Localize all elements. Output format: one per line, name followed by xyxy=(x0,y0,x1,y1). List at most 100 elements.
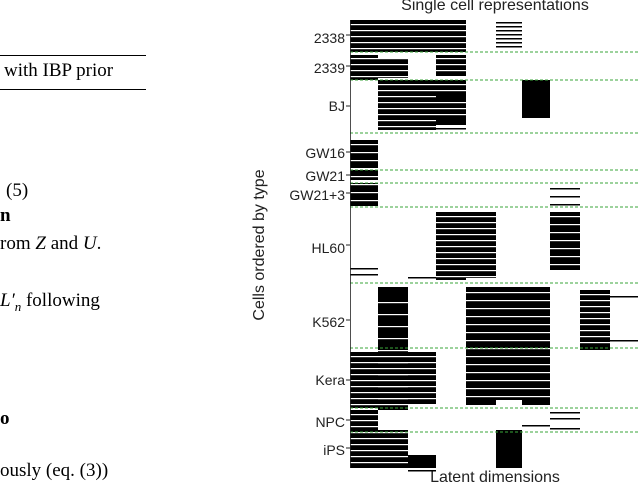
heatmap-stripe xyxy=(350,462,408,464)
heatmap-stripe xyxy=(436,216,496,218)
heatmap-stripe xyxy=(350,192,378,194)
heatmap-stripe xyxy=(350,152,378,154)
heatmap-stripe xyxy=(550,240,580,242)
cell-type-label-gw16: GW16 xyxy=(305,145,345,161)
heatmap-stripe xyxy=(580,294,610,296)
heatmap-block xyxy=(378,58,408,78)
heatmap-block xyxy=(580,290,610,350)
table-bottom-rule xyxy=(0,89,146,90)
heatmap-stripe xyxy=(580,312,610,314)
bold-fragment-1: n xyxy=(0,205,11,226)
cell-type-label-k562: K562 xyxy=(312,314,345,330)
heatmap-stripe xyxy=(378,84,496,86)
heatmap-stripe xyxy=(350,70,466,72)
cell-type-label-gw21-3: GW21+3 xyxy=(289,187,345,203)
heatmap-line xyxy=(550,418,580,420)
cell-type-label-gw21: GW21 xyxy=(305,168,345,184)
heatmap-stripe xyxy=(466,396,580,398)
heatmap-line xyxy=(436,104,466,106)
heatmap-stripe xyxy=(550,256,580,258)
heatmap-stripe xyxy=(350,64,466,66)
heatmap-stripe xyxy=(378,326,408,328)
table-caption-tail: with IBP prior xyxy=(4,60,114,81)
figure-x-axis-label: Latent dimensions xyxy=(430,469,560,486)
heatmap-stripe xyxy=(580,330,610,332)
heatmap-stripe xyxy=(550,84,580,86)
heatmap-stripe xyxy=(378,108,496,110)
heatmap-stripe xyxy=(580,342,610,344)
heatmap-stripe xyxy=(350,404,436,406)
heatmap-stripe xyxy=(580,324,610,326)
heatmap-stripe xyxy=(378,314,408,316)
heatmap-stripe xyxy=(350,30,466,32)
heatmap-line xyxy=(496,38,522,40)
heatmap-stripe xyxy=(436,258,496,260)
heatmap-stripe xyxy=(436,228,496,230)
heatmap-block xyxy=(408,455,436,468)
heatmap-stripe xyxy=(350,392,436,394)
cell-type-label-ips: iPS xyxy=(323,442,345,458)
heatmap-stripe xyxy=(350,362,436,364)
heatmap-stripe xyxy=(466,356,580,358)
heatmap-stripe xyxy=(436,246,496,248)
heatmap-line xyxy=(550,412,580,414)
heatmap-stripe xyxy=(436,222,496,224)
heatmap-line xyxy=(496,34,522,36)
paper-text-column: with IBP prior (5) n rom Z and U. L′n fo… xyxy=(0,0,250,488)
heatmap-stripe xyxy=(436,276,496,278)
heatmap-block xyxy=(496,287,522,400)
heatmap-line xyxy=(496,42,522,44)
heatmap-stripe xyxy=(350,456,408,458)
heatmap-line xyxy=(550,204,580,206)
heatmap-line xyxy=(408,277,436,279)
cell-type-label-kera: Kera xyxy=(315,372,345,388)
binary-heatmap xyxy=(346,20,638,472)
heatmap-stripe xyxy=(466,364,580,366)
heatmap-line xyxy=(496,22,522,24)
heatmap-stripe xyxy=(350,374,436,376)
heatmap-stripe xyxy=(580,306,610,308)
heatmap-stripe xyxy=(466,324,580,326)
heatmap-block xyxy=(466,287,496,405)
heatmap-stripe xyxy=(378,350,408,352)
heatmap-stripe xyxy=(350,36,466,38)
heatmap-block xyxy=(378,80,408,130)
heatmap-line xyxy=(550,428,580,430)
heatmap-stripe xyxy=(350,144,378,146)
heatmap-block xyxy=(466,212,496,278)
heatmap-stripe xyxy=(350,58,466,60)
heatmap-stripe xyxy=(350,176,378,178)
heatmap-stripe xyxy=(466,340,580,342)
heatmap-stripe xyxy=(378,126,496,128)
heatmap-line xyxy=(610,340,638,342)
heatmap-stripe xyxy=(350,432,408,434)
figure-title: Single cell representations xyxy=(401,0,589,14)
heatmap-stripe xyxy=(350,168,378,170)
heatmap-stripe xyxy=(550,100,580,102)
heatmap-block xyxy=(522,287,550,405)
cell-type-label-npc: NPC xyxy=(315,414,345,430)
heatmap-stripe xyxy=(350,42,466,44)
heatmap-stripe xyxy=(466,292,580,294)
heatmap-block xyxy=(378,430,408,468)
heatmap-block xyxy=(350,183,378,206)
cell-type-label-hl60: HL60 xyxy=(311,240,345,256)
heatmap-stripe xyxy=(466,316,580,318)
heatmap-stripe xyxy=(550,224,580,226)
heatmap-stripe xyxy=(436,240,496,242)
heatmap-stripe xyxy=(350,48,466,50)
heatmap-stripe xyxy=(350,414,408,416)
heatmap-stripe xyxy=(436,270,496,272)
heatmap-block xyxy=(522,80,550,118)
heatmap-stripe xyxy=(350,184,378,186)
bold-fragment-2: o xyxy=(0,408,10,429)
heatmap-stripe xyxy=(350,450,408,452)
heatmap-stripe xyxy=(580,300,610,302)
text-line-from: rom Z and U. xyxy=(0,233,102,254)
heatmap-stripe xyxy=(466,372,580,374)
heatmap-line xyxy=(436,120,466,122)
heatmap-stripe xyxy=(466,348,580,350)
heatmap-stripe xyxy=(378,302,408,304)
heatmap-block xyxy=(408,352,436,405)
heatmap-line xyxy=(610,296,638,298)
